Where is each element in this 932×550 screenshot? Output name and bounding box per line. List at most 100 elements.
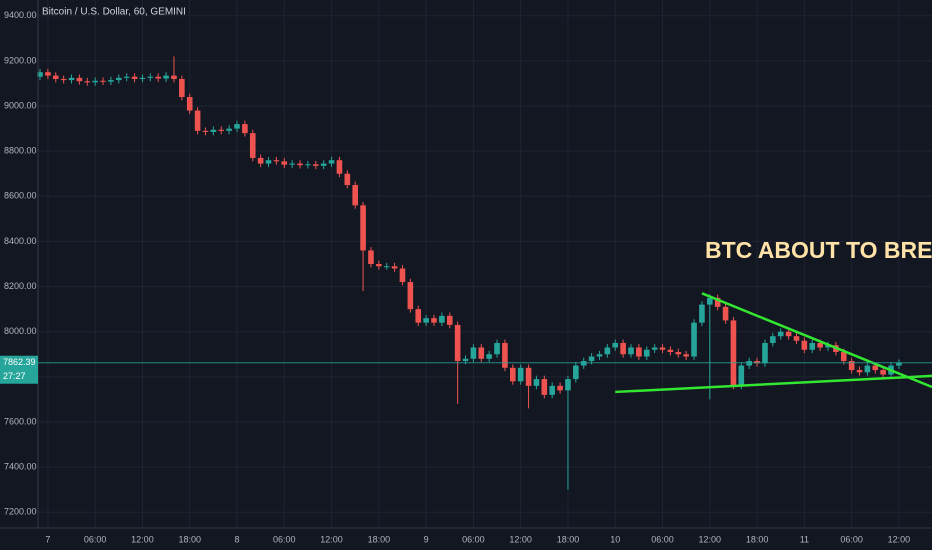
y-tick-label: 7200.00 [4, 507, 37, 517]
candle-body [100, 80, 106, 82]
candle-body [699, 304, 705, 323]
candle-body [502, 342, 508, 368]
candle-body [738, 365, 745, 386]
candle-body [714, 297, 721, 307]
candle-body [407, 282, 414, 310]
candle-body [123, 76, 130, 78]
x-tick-label: 12:00 [699, 534, 722, 544]
x-tick-label: 12:00 [888, 534, 911, 544]
candle-body [817, 342, 823, 348]
countdown-label: 27:27 [3, 371, 26, 381]
candle-body [573, 365, 579, 380]
candle-body [446, 315, 453, 325]
x-tick-label: 18:00 [368, 534, 391, 544]
candle-body [202, 130, 209, 132]
candle-body [872, 365, 879, 371]
candle-body [336, 160, 343, 174]
y-tick-label: 8600.00 [4, 191, 37, 201]
candle-body [896, 362, 902, 366]
candle-body [431, 318, 437, 323]
candle-body [517, 367, 524, 382]
candle-body [557, 385, 563, 391]
trend-line [615, 374, 932, 394]
y-tick-label: 9400.00 [4, 10, 37, 20]
candle-body [257, 157, 264, 164]
candle-body [707, 297, 713, 305]
x-tick-label: 11 [800, 534, 809, 544]
candle-body [667, 349, 674, 352]
candle-body [139, 77, 146, 79]
annotation: BTC ABOUT TO BREAK [705, 237, 932, 263]
candle-body [281, 161, 288, 165]
candle-body [675, 352, 682, 355]
candle-body [588, 356, 595, 362]
candle-body [289, 163, 295, 165]
candle-body [494, 342, 500, 355]
candle-body [242, 124, 248, 134]
candle-body [218, 129, 225, 131]
x-tick-label: 18:00 [178, 534, 201, 544]
candle-body [68, 77, 75, 81]
candle-body [52, 75, 59, 79]
y-tick-label: 8200.00 [4, 281, 37, 291]
candle-body [273, 160, 280, 162]
candle-body [163, 75, 169, 79]
candle-body [92, 80, 98, 83]
candle-body [596, 354, 603, 357]
candle-body [525, 367, 532, 386]
y-tick-label: 8000.00 [4, 326, 37, 336]
candle-body [864, 365, 871, 373]
candle-body [580, 361, 587, 366]
candle-body [793, 336, 800, 341]
x-tick-label: 8 [234, 534, 239, 544]
candle-body [320, 163, 327, 166]
y-tick-label: 8400.00 [4, 236, 37, 246]
candle-body [399, 268, 406, 283]
x-tick-label: 10 [610, 534, 620, 544]
candle-body [297, 163, 303, 166]
candle-body [722, 306, 729, 321]
candle-body [60, 78, 67, 81]
x-tick-label: 18:00 [557, 534, 580, 544]
candle-body [454, 324, 461, 362]
last-price-box [0, 355, 38, 384]
candle-body [226, 128, 232, 131]
candle-body [313, 164, 319, 166]
candle-body [328, 160, 335, 164]
candle-body [360, 205, 366, 251]
x-tick-label: 12:00 [320, 534, 343, 544]
candle-body [37, 72, 43, 77]
candle-body [848, 361, 855, 371]
candle-body [533, 379, 540, 386]
candle-body [368, 250, 374, 264]
candle-body [116, 77, 122, 81]
candle-body [620, 342, 626, 355]
candle-body [825, 345, 831, 348]
candle-body [683, 354, 689, 357]
candle-body [746, 361, 752, 366]
candle-body [45, 72, 51, 76]
candle-body [754, 361, 760, 364]
candle-body [439, 315, 445, 323]
candle-body [108, 80, 114, 82]
candle-body [265, 160, 272, 164]
candle-body [510, 367, 516, 382]
candle-body [628, 347, 634, 355]
y-tick-label: 9000.00 [4, 100, 37, 110]
candle-body [391, 266, 398, 269]
candle-body [210, 129, 217, 132]
candle-body [423, 318, 429, 323]
x-tick-label: 12:00 [509, 534, 532, 544]
candle-body [352, 185, 358, 206]
candle-body [730, 320, 737, 386]
y-tick-label: 7600.00 [4, 416, 37, 426]
candle-body [777, 331, 784, 337]
candle-body [249, 133, 256, 158]
x-tick-label: 06:00 [651, 534, 674, 544]
candle-body [801, 340, 808, 350]
candle-body [478, 347, 485, 359]
candle-body [462, 358, 469, 362]
candle-body [762, 342, 768, 364]
